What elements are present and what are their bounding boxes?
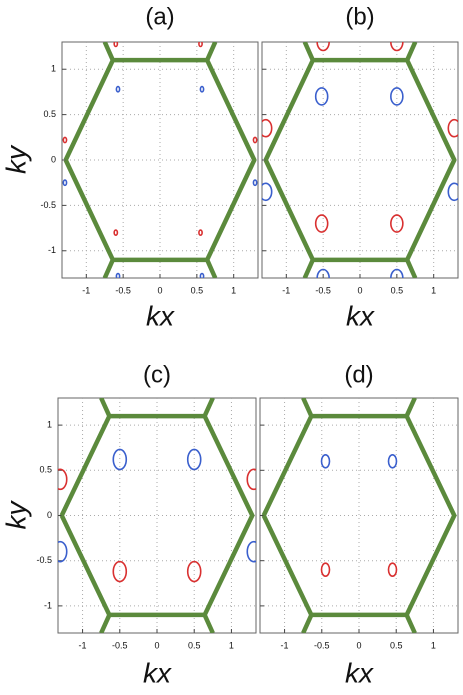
pocket (390, 87, 404, 106)
pocket (113, 229, 119, 237)
pocket (252, 136, 258, 144)
x-tick-label: 0 (356, 640, 361, 650)
pocket (252, 179, 258, 187)
x-tick-label: -0.5 (314, 640, 330, 650)
x-tick-label: -1 (281, 640, 289, 650)
zone-boundary (63, 42, 257, 278)
pocket (387, 562, 398, 578)
pocket (112, 448, 128, 471)
zone-boundary (261, 398, 457, 633)
panel-title: (b) (345, 3, 374, 30)
x-tick-label: 0 (154, 640, 159, 650)
pocket (199, 272, 205, 278)
pocket (390, 268, 404, 278)
y-tick-label: 0.5 (39, 465, 52, 475)
panel-title: (a) (145, 3, 174, 30)
pocket (112, 560, 128, 583)
x-axis-label: kx (345, 657, 374, 688)
y-axis-label: ky (0, 500, 31, 530)
pocket (314, 87, 329, 106)
pocket (115, 272, 121, 278)
pocket (314, 214, 329, 233)
x-tick-label: 1 (431, 285, 436, 295)
y-tick-label: 1 (47, 419, 52, 429)
pocket (62, 136, 68, 144)
panel: -1 -0.5 0 0.5 1 -1 -0.5 0 0.5 1 (a) kx ky (0, 3, 259, 331)
x-tick-label: 0.5 (390, 640, 403, 650)
y-tick-label: -0.5 (40, 200, 56, 210)
y-tick-label: -0.5 (36, 555, 52, 565)
y-axis-label: ky (0, 144, 31, 174)
pocket (447, 118, 458, 138)
x-tick-label: 0.5 (188, 640, 201, 650)
pocket (198, 229, 203, 237)
zone-boundary (263, 42, 457, 278)
x-tick-label: 0 (157, 285, 162, 295)
x-tick-label: -0.5 (112, 640, 128, 650)
x-tick-label: 1 (231, 285, 236, 295)
y-tick-label: 0 (47, 510, 52, 520)
pocket (387, 453, 398, 469)
y-tick-label: -1 (48, 245, 56, 255)
pocket (186, 560, 202, 583)
pocket (262, 182, 273, 202)
panel: -1 -0.5 0 0.5 1 (b) kx (261, 3, 459, 331)
pocket (316, 42, 330, 52)
x-tick-label: 0.5 (391, 285, 404, 295)
panel: -1 -0.5 0 0.5 1 (d) kx (259, 361, 459, 688)
pocket (198, 42, 203, 48)
x-tick-label: -0.5 (115, 285, 131, 295)
pocket (320, 453, 331, 469)
pocket (113, 42, 119, 48)
panel: -1 -0.5 0 0.5 1 -1 -0.5 0 0.5 1 (c) kx ky (0, 361, 257, 688)
x-tick-label: -0.5 (315, 285, 331, 295)
pocket (262, 118, 273, 138)
pocket (447, 182, 458, 202)
x-tick-label: 1 (431, 640, 436, 650)
x-tick-label: -1 (82, 285, 90, 295)
y-tick-label: 1 (51, 64, 56, 74)
pocket (316, 268, 330, 278)
pocket (58, 540, 68, 563)
x-tick-label: -1 (79, 640, 87, 650)
zone-boundary (59, 398, 255, 633)
x-tick-label: 1 (229, 640, 234, 650)
pocket (246, 540, 256, 563)
x-tick-label: 0 (357, 285, 362, 295)
y-tick-label: 0.5 (43, 109, 56, 119)
panel-title: (d) (344, 361, 373, 388)
pocket (58, 468, 68, 491)
panel-title: (c) (143, 361, 171, 388)
pocket (246, 468, 256, 491)
x-axis-label: kx (146, 300, 175, 331)
pocket (115, 85, 121, 93)
x-tick-label: 0.5 (191, 285, 204, 295)
pocket (390, 214, 404, 233)
pocket (186, 448, 202, 471)
x-axis-label: kx (143, 657, 172, 688)
x-tick-label: -1 (282, 285, 290, 295)
y-tick-label: 0 (51, 154, 56, 164)
y-tick-label: -1 (44, 600, 52, 610)
pocket (320, 562, 331, 578)
pocket (199, 85, 205, 93)
pocket (390, 42, 404, 52)
x-axis-label: kx (346, 300, 375, 331)
pocket (62, 179, 68, 187)
